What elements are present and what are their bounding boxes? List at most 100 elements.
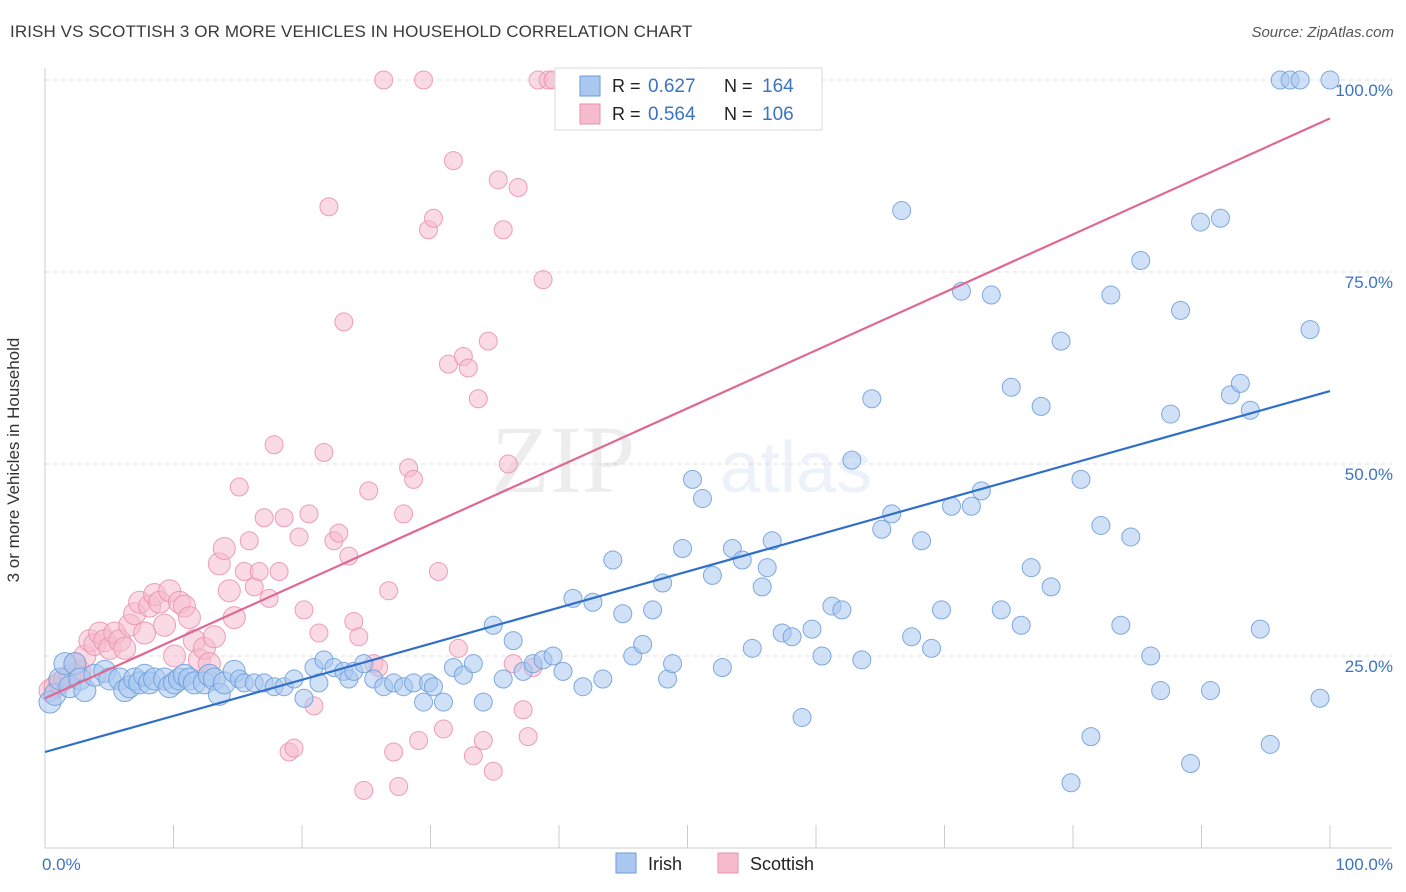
irish-point xyxy=(593,669,613,689)
scottish-point xyxy=(394,504,414,524)
scottish-point xyxy=(113,636,137,660)
irish-point xyxy=(433,692,453,712)
scottish-point xyxy=(374,70,394,90)
scottish-point xyxy=(264,435,284,455)
irish-point xyxy=(1171,300,1191,320)
scottish-point xyxy=(404,469,424,489)
irish-point xyxy=(1111,615,1131,635)
irish-point xyxy=(1290,70,1310,90)
irish-point xyxy=(653,573,673,593)
irish-point xyxy=(932,600,952,620)
irish-point xyxy=(892,201,912,221)
irish-point xyxy=(503,631,523,651)
irish-point xyxy=(1031,396,1051,416)
scottish-point xyxy=(409,730,429,750)
irish-point xyxy=(1300,320,1320,340)
x-tick-label: 100.0% xyxy=(1335,855,1393,874)
legend-swatch-irish xyxy=(579,75,601,97)
irish-point xyxy=(702,565,722,585)
irish-point xyxy=(423,677,443,697)
irish-point xyxy=(991,600,1011,620)
irish-point xyxy=(922,638,942,658)
irish-point xyxy=(842,450,862,470)
legend-n-label: N = xyxy=(724,104,753,124)
irish-point xyxy=(832,600,852,620)
irish-point xyxy=(673,538,693,558)
irish-point xyxy=(742,638,762,658)
irish-point xyxy=(682,469,702,489)
scottish-point xyxy=(384,742,404,762)
bottom-legend-swatch-irish xyxy=(615,852,637,874)
scottish-point xyxy=(153,613,177,637)
legend-swatch-scottish xyxy=(579,103,601,125)
irish-point xyxy=(1021,558,1041,578)
scottish-point xyxy=(309,623,329,643)
scottish-point xyxy=(463,746,483,766)
scottish-point xyxy=(513,700,533,720)
bottom-legend-label-scottish: Scottish xyxy=(750,854,814,874)
irish-point xyxy=(284,669,304,689)
irish-point xyxy=(912,531,932,551)
legend-n-value: 164 xyxy=(762,76,794,97)
scottish-point xyxy=(349,627,369,647)
irish-point xyxy=(1310,688,1330,708)
trend-layer xyxy=(44,117,1331,754)
irish-point xyxy=(692,489,712,509)
irish-point xyxy=(473,692,493,712)
irish-point xyxy=(1320,70,1340,90)
watermark: ZIP atlas xyxy=(491,406,872,513)
irish-point xyxy=(1151,681,1171,701)
irish-point xyxy=(294,688,314,708)
scottish-point xyxy=(202,625,226,649)
scottish-point xyxy=(254,508,274,528)
scottish-point xyxy=(319,197,339,217)
scottish-point xyxy=(284,738,304,758)
irish-point xyxy=(1141,646,1161,666)
scottish-point xyxy=(533,270,553,290)
scottish-point xyxy=(259,588,279,608)
irish-point xyxy=(1131,250,1151,270)
irish-point xyxy=(573,677,593,697)
scottish-point xyxy=(162,644,186,668)
scottish-point xyxy=(299,504,319,524)
irish-point xyxy=(812,646,832,666)
y-tick-label: 75.0% xyxy=(1345,273,1393,292)
irish-point xyxy=(1091,515,1111,535)
irish-point xyxy=(603,550,623,570)
scottish-point xyxy=(269,562,289,582)
scottish-point xyxy=(359,481,379,501)
irish-point xyxy=(414,692,434,712)
scottish-point xyxy=(217,579,241,603)
scottish-point xyxy=(229,477,249,497)
y-tick-label: 100.0% xyxy=(1335,81,1393,100)
legend-n-label: N = xyxy=(724,76,753,96)
irish-point xyxy=(1260,734,1280,754)
scottish-point xyxy=(389,777,409,797)
scottish-point xyxy=(314,442,334,462)
irish-point xyxy=(961,496,981,516)
irish-point xyxy=(792,707,812,727)
irish-point xyxy=(493,669,513,689)
irish-point xyxy=(802,619,822,639)
scottish-point xyxy=(473,730,493,750)
irish-point xyxy=(902,627,922,647)
scottish-point xyxy=(177,606,201,630)
scottish-point xyxy=(423,208,443,228)
y-tick-label: 50.0% xyxy=(1345,465,1393,484)
x-tick-label: 0.0% xyxy=(42,855,81,874)
irish-point xyxy=(1161,404,1181,424)
chart-title: IRISH VS SCOTTISH 3 OR MORE VEHICLES IN … xyxy=(10,22,693,41)
irish-point xyxy=(1061,773,1081,793)
scottish-point xyxy=(274,508,294,528)
scottish-point xyxy=(443,151,463,171)
scottish-point xyxy=(483,761,503,781)
irish-point xyxy=(752,577,772,597)
irish-point xyxy=(782,627,802,647)
irish-point xyxy=(981,285,1001,305)
legend-r-label: R = xyxy=(612,76,641,96)
irish-point xyxy=(663,654,683,674)
scottish-point xyxy=(294,600,314,620)
scottish-point xyxy=(334,312,354,332)
bottom-legend-label-irish: Irish xyxy=(648,854,682,874)
